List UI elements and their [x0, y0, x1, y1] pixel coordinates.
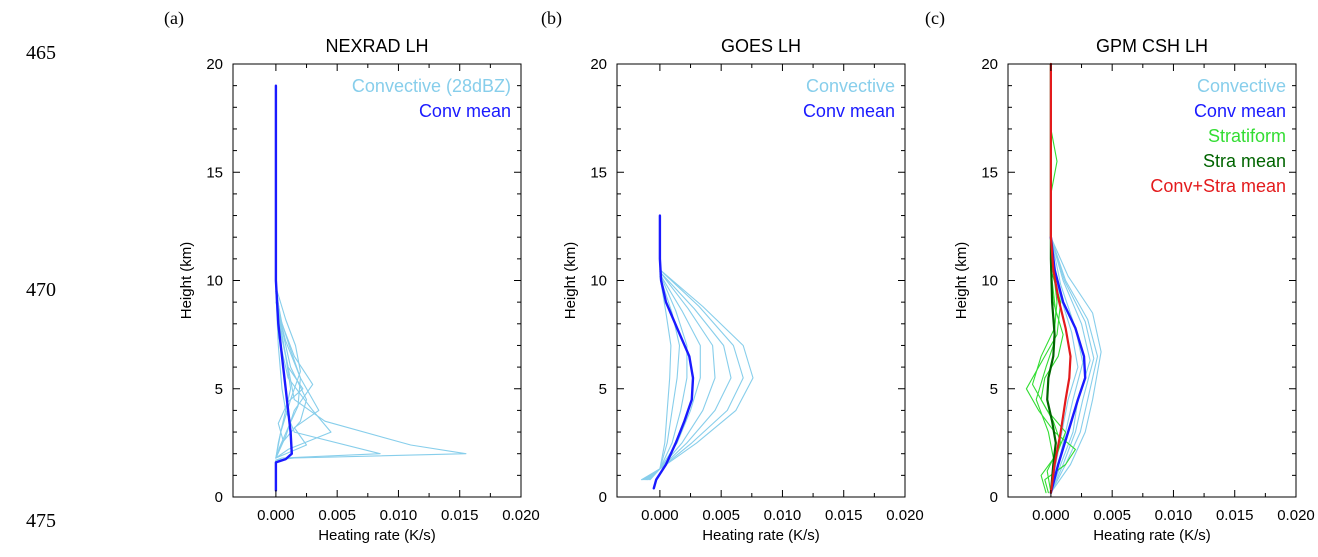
legend-entry: Conv+Stra mean	[1150, 176, 1286, 196]
chart-title: GOES LH	[721, 36, 801, 56]
y-tick-label: 15	[206, 164, 223, 181]
x-tick-label: 0.010	[764, 507, 802, 524]
series-line-2	[1050, 236, 1102, 494]
x-tick-label: 0.020	[502, 507, 540, 524]
x-tick-label: 0.005	[702, 507, 740, 524]
legend-entry: Convective	[1197, 76, 1286, 96]
series-line-2	[647, 273, 688, 481]
series-line-2	[275, 290, 332, 459]
y-tick-label: 15	[590, 164, 607, 181]
x-tick-label: 0.010	[380, 507, 418, 524]
x-tick-label: 0.020	[1277, 507, 1315, 524]
legend-entry: Conv mean	[419, 101, 511, 121]
x-tick-label: 0.005	[1093, 507, 1131, 524]
y-tick-label: 20	[206, 56, 223, 73]
series-line-5	[643, 271, 732, 481]
y-tick-label: 0	[990, 489, 998, 506]
panel-label-c: (c)	[925, 8, 945, 28]
x-axis-label: Heating rate (K/s)	[1093, 527, 1211, 544]
legend-entry: Stratiform	[1208, 126, 1286, 146]
legend-entry: Conv mean	[803, 101, 895, 121]
series-line-8	[652, 214, 695, 490]
legend-entry: Conv mean	[1194, 101, 1286, 121]
series-line-1	[1050, 236, 1099, 494]
series-line-3	[645, 273, 701, 481]
series-line-8	[275, 292, 304, 459]
x-axis-label: Heating rate (K/s)	[318, 527, 436, 544]
x-tick-label: 0.000	[257, 507, 295, 524]
x-tick-label: 0.000	[641, 507, 679, 524]
x-tick-label: 0.010	[1155, 507, 1193, 524]
y-tick-label: 5	[599, 381, 607, 398]
y-tick-label: 10	[981, 273, 998, 290]
y-tick-label: 5	[990, 381, 998, 398]
series-line-11	[1049, 235, 1087, 494]
x-tick-label: 0.000	[1032, 507, 1070, 524]
series-line-12	[1049, 62, 1072, 494]
x-tick-label: 0.015	[441, 507, 479, 524]
series-line-10	[274, 84, 293, 492]
y-axis-label: Height (km)	[178, 242, 195, 320]
x-tick-label: 0.020	[886, 507, 924, 524]
x-tick-label: 0.005	[318, 507, 356, 524]
series-line-7	[640, 269, 754, 481]
series-line-4	[644, 271, 716, 481]
panel-label-a: (a)	[164, 8, 184, 28]
y-tick-label: 0	[599, 489, 607, 506]
y-tick-label: 10	[206, 273, 223, 290]
x-axis-label: Heating rate (K/s)	[702, 527, 820, 544]
y-axis-label: Height (km)	[953, 242, 970, 320]
legend-entry: Stra mean	[1203, 151, 1286, 171]
line-number: 465	[26, 42, 56, 64]
y-tick-label: 5	[215, 381, 223, 398]
series-line-1	[275, 290, 467, 463]
series-line-1	[648, 275, 681, 481]
y-tick-label: 20	[981, 56, 998, 73]
series-line-10	[1046, 62, 1057, 494]
x-tick-label: 0.015	[825, 507, 863, 524]
y-tick-label: 0	[215, 489, 223, 506]
line-number: 475	[26, 510, 56, 532]
series-line-9	[275, 301, 320, 459]
chart-title: GPM CSH LH	[1096, 36, 1208, 56]
legend-entry: Convective (28dBZ)	[352, 76, 511, 96]
legend-entry: Convective	[806, 76, 895, 96]
y-tick-label: 20	[590, 56, 607, 73]
y-tick-label: 15	[981, 164, 998, 181]
panel-label-b: (b)	[541, 8, 562, 28]
series-line-4	[1050, 236, 1095, 494]
x-tick-label: 0.015	[1216, 507, 1254, 524]
chart-title: NEXRAD LH	[325, 36, 428, 56]
line-number: 470	[26, 279, 56, 301]
y-axis-label: Height (km)	[562, 242, 579, 320]
y-tick-label: 10	[590, 273, 607, 290]
